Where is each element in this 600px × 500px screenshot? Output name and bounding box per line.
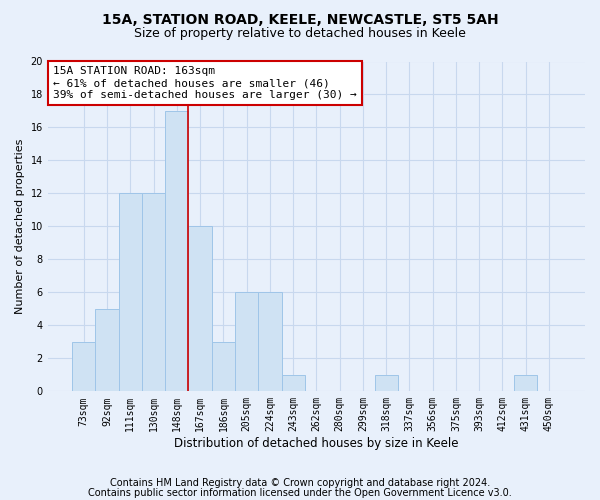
Bar (258, 292, 281, 392)
Text: Size of property relative to detached houses in Keele: Size of property relative to detached ho… (134, 28, 466, 40)
Text: Contains public sector information licensed under the Open Government Licence v3: Contains public sector information licen… (88, 488, 512, 498)
Text: 15A, STATION ROAD, KEELE, NEWCASTLE, ST5 5AH: 15A, STATION ROAD, KEELE, NEWCASTLE, ST5… (101, 12, 499, 26)
Bar (165, 111, 188, 392)
Text: 15A STATION ROAD: 163sqm
← 61% of detached houses are smaller (46)
39% of semi-d: 15A STATION ROAD: 163sqm ← 61% of detach… (53, 66, 357, 100)
Bar (72, 342, 95, 392)
Text: Contains HM Land Registry data © Crown copyright and database right 2024.: Contains HM Land Registry data © Crown c… (110, 478, 490, 488)
Bar (188, 226, 212, 392)
X-axis label: Distribution of detached houses by size in Keele: Distribution of detached houses by size … (174, 437, 458, 450)
Bar (235, 292, 258, 392)
Bar (281, 375, 305, 392)
Bar (95, 309, 119, 392)
Bar (374, 375, 398, 392)
Y-axis label: Number of detached properties: Number of detached properties (15, 138, 25, 314)
Bar (119, 194, 142, 392)
Bar (514, 375, 538, 392)
Bar (212, 342, 235, 392)
Bar (142, 194, 165, 392)
